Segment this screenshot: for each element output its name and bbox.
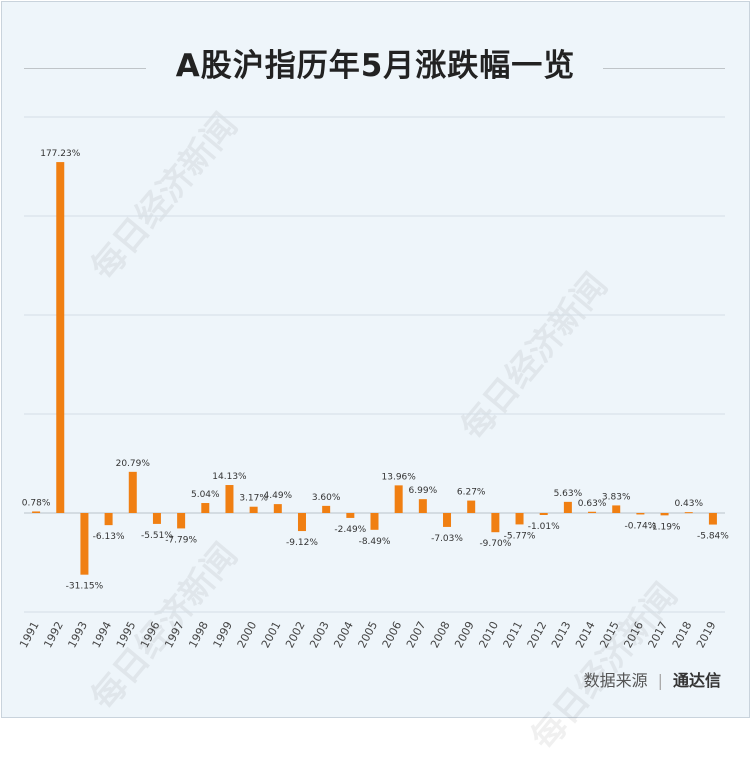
bar-1999 <box>225 485 234 513</box>
x-tick-2004: 2004 <box>331 619 356 650</box>
bar-2011 <box>515 513 524 525</box>
data-label-2012: -1.01% <box>528 522 560 532</box>
data-label-2006: 13.96% <box>382 472 417 482</box>
chart-title: A股沪指历年5月涨跌幅一览 <box>175 48 576 84</box>
x-tick-2018: 2018 <box>670 619 695 650</box>
bar-chart: 0.78% 1991 177.23% 1992 -31.15% 1993 -6.13% 199… <box>17 116 729 650</box>
data-label-2005: -8.49% <box>359 537 391 547</box>
data-label-2001: 4.49% <box>264 491 293 501</box>
x-tick-2002: 2002 <box>283 619 308 650</box>
data-label-1992: 177.23% <box>40 149 80 159</box>
bar-1998 <box>201 503 210 513</box>
x-tick-2015: 2015 <box>597 619 622 650</box>
data-label-2003: 3.60% <box>312 493 341 503</box>
x-tick-1993: 1993 <box>65 619 90 650</box>
source-label: 数据来源 <box>583 671 648 690</box>
data-label-2011: -5.77% <box>504 531 536 541</box>
x-tick-2014: 2014 <box>573 619 598 650</box>
x-tick-2013: 2013 <box>549 619 574 650</box>
bar-2008 <box>443 513 452 527</box>
bar-2000 <box>249 506 258 513</box>
x-tick-2017: 2017 <box>646 619 671 650</box>
data-label-2000: 3.17% <box>239 494 268 504</box>
bar-1994 <box>104 513 113 526</box>
x-tick-1992: 1992 <box>41 619 66 650</box>
data-label-2010: -9.70% <box>479 539 511 549</box>
bar-2010 <box>491 513 500 533</box>
data-label-2002: -9.12% <box>286 538 318 548</box>
x-tick-2008: 2008 <box>428 619 453 650</box>
bar-2012 <box>539 513 548 515</box>
data-label-1998: 5.04% <box>191 490 220 500</box>
data-label-2008: -7.03% <box>431 534 463 544</box>
bar-2002 <box>297 513 306 532</box>
x-tick-2003: 2003 <box>307 619 332 650</box>
bar-2004 <box>346 513 355 518</box>
x-tick-2009: 2009 <box>452 619 477 650</box>
x-tick-2012: 2012 <box>525 619 550 650</box>
x-tick-2007: 2007 <box>404 619 429 650</box>
x-tick-2001: 2001 <box>259 619 284 650</box>
bar-2013 <box>563 501 572 513</box>
x-tick-2010: 2010 <box>476 619 501 650</box>
bar-2015 <box>612 505 621 513</box>
data-label-2018: 0.43% <box>674 499 703 509</box>
data-label-2007: 6.99% <box>409 486 438 496</box>
bar-2006 <box>394 485 403 513</box>
x-tick-1994: 1994 <box>90 619 115 650</box>
bar-2007 <box>418 499 427 513</box>
title-rule-left <box>24 68 146 69</box>
data-label-1994: -6.13% <box>93 532 125 542</box>
x-tick-1991: 1991 <box>17 619 42 650</box>
bar-1993 <box>80 513 89 575</box>
bar-1992 <box>56 162 65 513</box>
data-label-2013: 5.63% <box>554 489 583 499</box>
x-tick-2005: 2005 <box>356 619 381 650</box>
data-label-2019: -5.84% <box>697 532 729 542</box>
x-tick-1995: 1995 <box>114 619 139 650</box>
x-tick-1996: 1996 <box>138 619 163 650</box>
x-tick-2011: 2011 <box>501 619 526 650</box>
bar-2017 <box>660 513 669 516</box>
data-label-1993: -31.15% <box>66 582 104 592</box>
data-label-1991: 0.78% <box>22 498 51 508</box>
bar-2009 <box>467 500 476 513</box>
bar-2003 <box>322 505 331 513</box>
bar-2016 <box>636 513 645 515</box>
bar-2005 <box>370 513 379 530</box>
data-label-1996: -5.51% <box>141 531 173 541</box>
chart-frame <box>1 1 750 718</box>
x-tick-2016: 2016 <box>621 619 646 650</box>
x-tick-2019: 2019 <box>694 619 719 650</box>
bar-1995 <box>128 471 137 513</box>
data-label-1995: 20.79% <box>116 459 151 469</box>
x-tick-1998: 1998 <box>186 619 211 650</box>
bar-1997 <box>177 513 186 529</box>
bar-2019 <box>708 513 717 525</box>
source-brand: 通达信 <box>672 671 721 690</box>
data-label-2015: 3.83% <box>602 492 631 502</box>
x-tick-2006: 2006 <box>380 619 405 650</box>
data-label-2017: -1.19% <box>649 522 681 532</box>
source-divider: | <box>657 671 663 690</box>
x-tick-1997: 1997 <box>162 619 187 650</box>
data-label-1999: 14.13% <box>212 472 247 482</box>
x-tick-1999: 1999 <box>210 619 235 650</box>
source-note: 数据来源 | 通达信 <box>584 667 721 691</box>
bar-1996 <box>152 513 161 524</box>
data-label-2004: -2.49% <box>334 525 366 535</box>
bar-2001 <box>273 504 282 513</box>
data-label-2016: -0.74% <box>624 521 656 531</box>
bar-2018 <box>684 512 693 514</box>
data-label-2009: 6.27% <box>457 488 486 498</box>
bar-1991 <box>32 511 41 513</box>
data-label-2014: 0.63% <box>578 499 607 509</box>
x-tick-2000: 2000 <box>235 619 260 650</box>
bar-2014 <box>588 511 597 513</box>
data-label-1997: -7.79% <box>165 535 197 545</box>
title-rule-right <box>603 68 725 69</box>
